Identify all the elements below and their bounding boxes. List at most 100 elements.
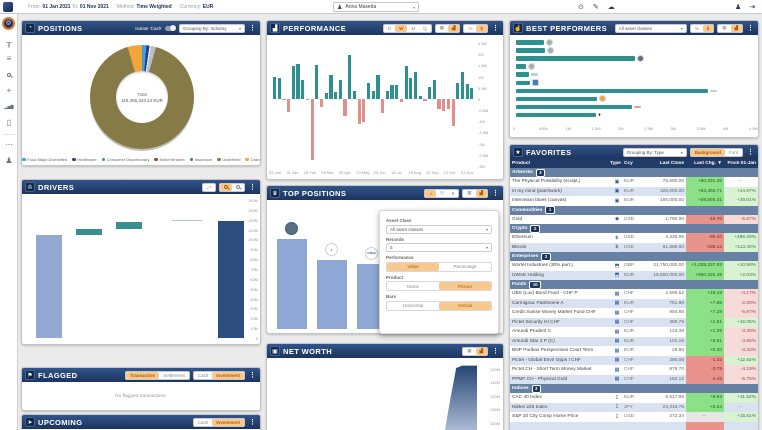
transaction-toggle[interactable]: Transaction <box>125 371 160 379</box>
chart-view-icon[interactable]: ▟ <box>475 189 487 197</box>
performance-bar[interactable] <box>390 85 394 99</box>
table-row[interactable]: Pictet Security HI CHF ▦ CHF 389.79 +1.61 +15… <box>510 317 758 327</box>
table-row[interactable]: PPMF CH - Physical Gold ▦ CHF 152.12 -4.45 -5… <box>510 374 758 384</box>
value-view-icon[interactable]: $ <box>451 190 455 196</box>
cloud-icon[interactable]: ☁ <box>607 4 615 11</box>
panel-menu-icon[interactable]: ⋮ <box>249 419 256 426</box>
performance-bar[interactable] <box>291 66 295 99</box>
table-row[interactable]: Carmignac Patrimoine A ▦ EUR 751.86 +7.86 -2.… <box>510 298 758 308</box>
table-row-partial[interactable] <box>510 421 758 430</box>
zoom-in-icon[interactable] <box>220 183 232 191</box>
sidebar-item-hierarchy-icon[interactable]: ╥ <box>6 38 12 47</box>
table-row[interactable]: Amundi Prudent C ▦ EUR 123.39 +1.39 -3.36% <box>510 327 758 337</box>
performance-bar[interactable] <box>357 98 361 124</box>
panel-menu-icon[interactable]: ⋮ <box>747 25 754 32</box>
isolate-cash-toggle[interactable] <box>165 25 176 31</box>
group-header-row[interactable]: Artworks 3 <box>510 168 758 177</box>
expand-icon[interactable]: ⤢ <box>207 184 211 190</box>
allocation-view-icon[interactable]: ◑ <box>425 189 436 197</box>
performer-bar[interactable] <box>516 40 544 45</box>
bars-horizontal-button[interactable]: Horizontal <box>402 303 424 308</box>
table-row[interactable]: Amundi Star 2 P (C) ▦ EUR 101.16 +0.91 -3.95% <box>510 336 758 346</box>
history-view-icon[interactable]: ◷ <box>439 190 444 195</box>
sidebar-item-report-icon[interactable]: ▯ <box>6 118 12 127</box>
asset-class-select[interactable]: All asset classes ▾ <box>386 224 492 234</box>
zoom-out-icon[interactable] <box>232 184 244 191</box>
cash-toggle[interactable]: Cash <box>197 419 209 425</box>
table-row[interactable]: CAC 40 Index ↧ EUR 6,517.89 +8.84 +11.52% <box>510 393 758 403</box>
table-view-icon[interactable]: ▦ <box>467 190 472 195</box>
table-row[interactable]: Wortel Industries (30% part.) ⬒ GBP 21,750,… <box>510 261 758 271</box>
performance-bar-chart[interactable]: 2.5M 2M 1.5M 1M 0.5M 0 -0.5M -1M -1.5M -2M -2.5M -3… <box>267 35 503 179</box>
percent-toggle[interactable]: % <box>468 25 473 31</box>
period-month-button[interactable]: M <box>411 25 416 31</box>
performance-bar[interactable] <box>301 79 305 99</box>
performance-bar[interactable] <box>404 66 408 99</box>
table-row[interactable]: UBS (Lux) Bond Fund - CHF P ▦ CHF 2,595.52 +… <box>510 289 758 299</box>
panel-menu-icon[interactable]: ⋮ <box>492 25 499 32</box>
performance-bar[interactable] <box>437 98 441 109</box>
table-row[interactable]: Credit Suisse Money Market Fund CHF ▦ CHF 9… <box>510 308 758 318</box>
performer-bar[interactable] <box>516 56 635 61</box>
sidebar-item-add-icon[interactable]: + <box>6 86 12 95</box>
sidebar-item-profile-icon[interactable]: ♟ <box>5 156 13 165</box>
panel-menu-icon[interactable]: ⋮ <box>492 190 499 197</box>
column-header[interactable]: Product <box>512 161 531 166</box>
performance-bar[interactable] <box>423 98 427 102</box>
to-date[interactable]: 01 Nov 2021 <box>79 4 109 10</box>
currency-value[interactable]: EUR <box>202 4 214 10</box>
performance-bar[interactable] <box>371 91 375 99</box>
column-header[interactable]: Type <box>610 161 621 166</box>
performance-value-button[interactable]: Value <box>387 262 439 271</box>
performance-bar[interactable] <box>319 98 324 107</box>
performance-bar[interactable] <box>273 76 277 99</box>
table-view-icon[interactable]: ▦ <box>439 25 444 30</box>
waterfall-bar-start[interactable] <box>36 235 62 338</box>
performance-bar[interactable] <box>296 64 300 99</box>
table-row[interactable]: Nikkei 225 Index ↧ JPY 23,418.76 +0.24 – <box>510 402 758 412</box>
top-position-bar[interactable] <box>277 239 307 329</box>
table-row[interactable]: In my mind (patchwork) ▣ EUR 325,000.00 +83,… <box>510 186 758 196</box>
background-highlight-button[interactable]: Background <box>690 148 725 156</box>
table-row[interactable]: Intervision blues (canvas) ▣ EUR 185,000.00… <box>510 196 758 206</box>
table-row[interactable]: UWAE Holding ⬒ EUR 19,550,000.00 +650,325.49… <box>510 270 758 280</box>
percent-toggle[interactable]: % <box>694 25 699 31</box>
column-header[interactable]: Last Close <box>659 161 684 166</box>
currency-toggle[interactable]: $ <box>702 24 714 32</box>
performance-bar[interactable] <box>460 72 465 99</box>
records-select[interactable]: 5 ▾ <box>386 243 492 252</box>
sidebar-item-search-icon[interactable] <box>0 68 18 82</box>
performance-bar[interactable] <box>451 98 455 126</box>
performance-bar[interactable] <box>329 75 333 99</box>
table-row[interactable]: Pictet - Global Envir Opps I CHF ▦ CHF 390.… <box>510 355 758 365</box>
performance-bar[interactable] <box>282 98 286 101</box>
settlement-toggle[interactable]: Settlement <box>163 372 185 378</box>
investment-toggle[interactable]: Investment <box>212 418 244 426</box>
table-row[interactable]: Gold ◆ USD 1,780.90 -18.70 -5.87% <box>510 214 758 224</box>
product-picture-button[interactable]: Picture <box>439 282 491 290</box>
drivers-waterfall-chart[interactable]: 140M 130M 120M 110M 100M 90M 80M 70M 60M 50M 40M 30… <box>22 194 260 344</box>
performance-bar[interactable] <box>470 87 474 99</box>
performance-bar[interactable] <box>456 83 460 99</box>
performance-bar[interactable] <box>366 83 371 99</box>
top-position-bar[interactable] <box>317 260 347 329</box>
performance-bar[interactable] <box>376 75 380 99</box>
table-row[interactable]: Ethereum ฿ USD 4,325.65 -89.10 +486.29% <box>510 233 758 243</box>
chart-view-icon[interactable]: ▟ <box>448 24 460 32</box>
column-header[interactable]: From 01-Jan <box>727 161 756 166</box>
performance-bar[interactable] <box>305 98 310 101</box>
cash-toggle[interactable]: Cash <box>197 372 209 378</box>
waterfall-bar-total[interactable] <box>218 220 244 338</box>
best-performers-bar-chart[interactable]: 0 500k 1M 1.5M 2M 2.5M 3M 3.5M 4M 4.5M ♦ <box>510 35 758 137</box>
sidebar-item-list-icon[interactable]: ≡ <box>6 54 12 63</box>
currency-toggle[interactable]: $ <box>476 24 487 32</box>
investment-toggle[interactable]: Investment <box>212 371 244 379</box>
asset-class-filter-dropdown[interactable]: All asset classes ▾ <box>614 23 687 33</box>
performer-bar[interactable] <box>516 64 527 69</box>
performance-bar[interactable] <box>343 98 347 116</box>
table-row[interactable]: S&P 20 City Comp Home Price ↧ USD 272.34– +1… <box>510 412 758 422</box>
group-header-row[interactable]: Funds 10 <box>510 280 758 289</box>
column-header[interactable]: Ccy <box>624 161 633 166</box>
performer-bar[interactable] <box>516 104 633 110</box>
performance-bar[interactable] <box>324 93 328 99</box>
